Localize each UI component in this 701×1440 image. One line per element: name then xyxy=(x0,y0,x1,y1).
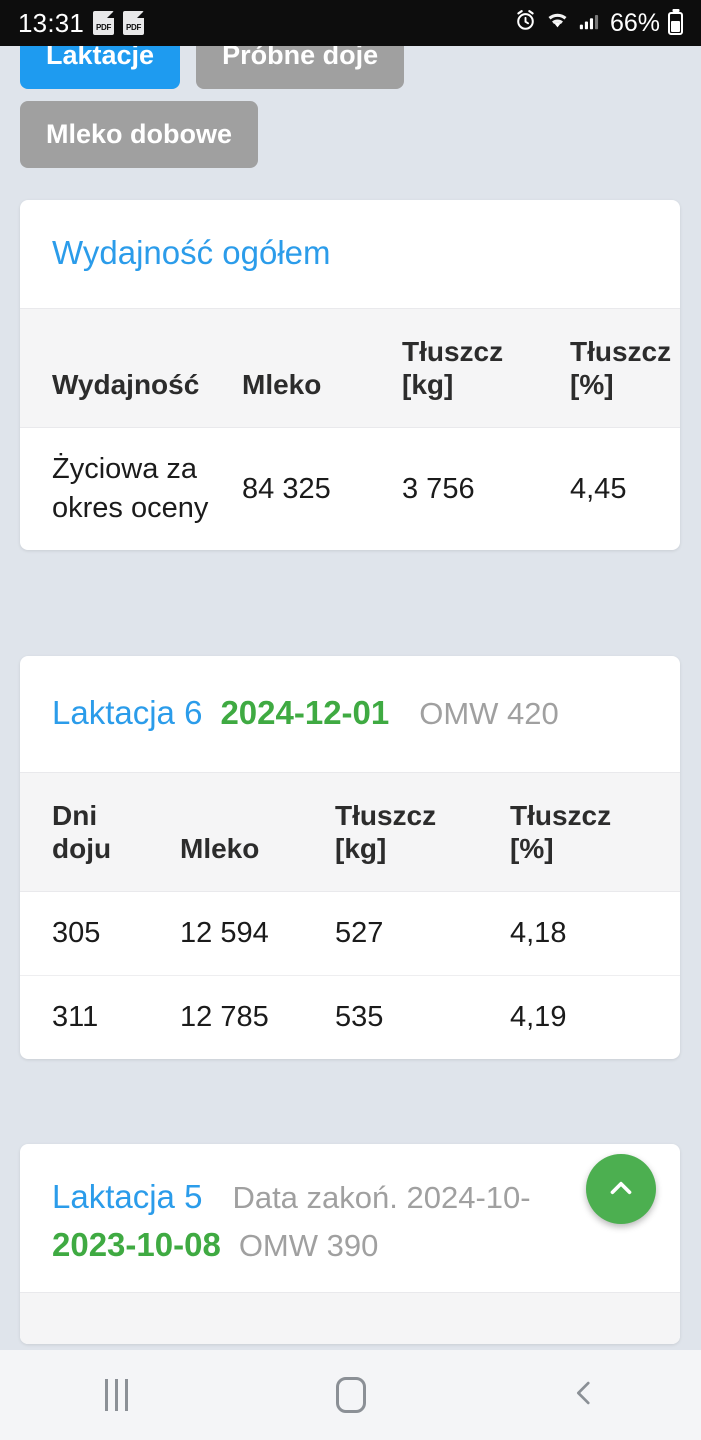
laktacja-6-date: 2024-12-01 xyxy=(220,694,390,731)
battery-icon xyxy=(668,11,683,35)
chevron-up-icon xyxy=(604,1171,638,1208)
app-scroll-area[interactable]: Laktacje Próbne doje Mleko dobowe Wydajn… xyxy=(0,0,701,1350)
pdf-icon: PDF xyxy=(93,11,115,35)
card-laktacja-6[interactable]: Laktacja 6 2024-12-01 OMW 420 Dni doju Ml… xyxy=(20,656,680,1060)
wifi-icon xyxy=(545,9,570,37)
back-icon xyxy=(567,1373,601,1418)
card-header-total: Wydajność ogółem xyxy=(20,200,680,308)
nav-recents-button[interactable] xyxy=(0,1350,234,1440)
tab-mleko-dobowe[interactable]: Mleko dobowe xyxy=(20,101,259,168)
status-clock: 13:31 xyxy=(18,7,85,38)
pdf-icon: PDF xyxy=(123,11,145,35)
card-title-laktacja-6: Laktacja 6 xyxy=(52,694,203,731)
status-bar-left: 13:31 PDF PDF xyxy=(18,7,145,39)
cell-tluszcz-pct: 4,19 xyxy=(510,1001,567,1034)
table-row[interactable]: 305 12 594 527 4,18 4 xyxy=(20,891,680,977)
card-title-laktacja-5: Laktacja 5 xyxy=(52,1178,203,1215)
col-wydajnosc: Wydajność xyxy=(20,307,242,429)
cell-tluszcz-kg: 535 xyxy=(335,1001,384,1034)
card-wydajnosc-ogolem[interactable]: Wydajność ogółem Wydajność Mleko Tłuszcz… xyxy=(20,200,680,551)
col-dni-doju: Dni doju xyxy=(20,771,180,893)
battery-percent: 66% xyxy=(609,8,660,37)
table-header-row: Wydajność Mleko Tłuszcz [kg] Tłuszcz [%] xyxy=(20,307,680,429)
table-wydajnosc-ogolem: Wydajność Mleko Tłuszcz [kg] Tłuszcz [%] Ż… xyxy=(20,307,680,551)
col-tluszcz-pct: Tłuszcz [%] xyxy=(570,307,680,429)
cell-mleko: 84 325 xyxy=(242,472,331,505)
nav-back-button[interactable] xyxy=(467,1350,701,1440)
card-header-laktacja-6: Laktacja 6 2024-12-01 OMW 420 xyxy=(20,656,680,772)
col-tluszcz-kg: Tłuszcz [kg] xyxy=(335,771,510,893)
table-header-laktacja-5-clipped xyxy=(20,1293,680,1344)
laktacja-5-date: 2023-10-08 xyxy=(52,1226,221,1263)
nav-home-button[interactable] xyxy=(234,1350,468,1440)
home-icon xyxy=(335,1377,366,1413)
cell-mleko: 12 785 xyxy=(180,1001,269,1034)
cell-mleko: 12 594 xyxy=(180,891,335,977)
cell-dni-doju: 311 xyxy=(52,1001,99,1034)
laktacja-6-omw: OMW 420 xyxy=(419,696,559,731)
cell-tluszcz-pct: 4,18 xyxy=(510,891,680,977)
scroll-to-top-fab[interactable] xyxy=(586,1154,656,1224)
alarm-icon xyxy=(514,9,537,37)
cell-wydajnosc-label: Życiowa za okres oceny xyxy=(52,453,209,525)
col-mleko: Mleko xyxy=(242,307,402,429)
android-nav-bar xyxy=(0,1350,701,1440)
cell-dni-doju: 305 xyxy=(20,891,180,977)
signal-icon xyxy=(578,10,600,37)
card-title-total: Wydajność ogółem xyxy=(52,234,331,271)
laktacja-5-omw: OMW 390 xyxy=(238,1228,379,1263)
tab-row-secondary: Mleko dobowe xyxy=(0,101,701,168)
card-laktacja-5[interactable]: Laktacja 5 Data zakoń. 2024-10- 2023-10-… xyxy=(20,1144,680,1344)
recents-icon xyxy=(105,1379,129,1411)
status-bar-right: 66% xyxy=(514,9,683,38)
laktacja-5-end-date: Data zakoń. 2024-10- xyxy=(232,1180,531,1215)
col-tluszcz-pct: Tłuszcz [%] xyxy=(510,771,680,893)
cell-tluszcz-pct: 4,45 xyxy=(570,472,627,505)
card-header-laktacja-5: Laktacja 5 Data zakoń. 2024-10- 2023-10-… xyxy=(20,1144,680,1292)
table-row[interactable]: 311 12 785 535 4,19 4 xyxy=(20,976,680,1060)
status-bar: 13:31 PDF PDF xyxy=(0,0,701,46)
cell-tluszcz-kg: 527 xyxy=(335,891,510,977)
col-mleko: Mleko xyxy=(180,771,335,893)
col-tluszcz-kg: Tłuszcz [kg] xyxy=(402,307,570,429)
cell-tluszcz-kg: 3 756 xyxy=(402,472,475,505)
table-row[interactable]: Życiowa za okres oceny 84 325 3 756 4,45 xyxy=(20,428,680,551)
